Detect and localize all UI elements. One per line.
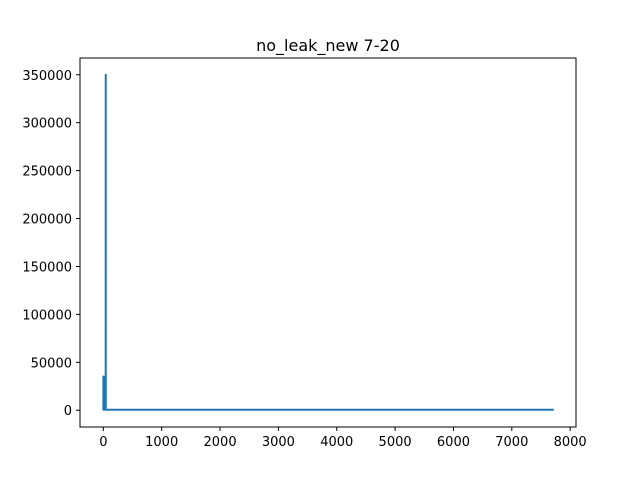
x-tick-label: 2000 [204, 435, 237, 450]
plot-area [102, 73, 554, 411]
plot-frame [79, 57, 577, 428]
y-tick-label: 300000 [22, 117, 72, 132]
x-tick-label: 0 [99, 435, 107, 450]
x-tick-label: 7000 [495, 435, 528, 450]
x-tick-label: 3000 [262, 435, 295, 450]
y-tick-label: 200000 [22, 213, 72, 228]
x-tick-label: 8000 [554, 435, 587, 450]
x-tick-label: 1000 [145, 435, 178, 450]
y-tick-label: 0 [64, 404, 72, 419]
x-axis: 0 1000 2000 3000 4000 5000 6000 7000 8000 [99, 427, 587, 450]
series-line-0 [102, 73, 554, 411]
x-tick-label: 5000 [379, 435, 412, 450]
x-tick-label: 6000 [437, 435, 470, 450]
chart-title: no_leak_new 7-20 [256, 36, 400, 56]
y-tick-label: 100000 [22, 308, 72, 323]
y-tick-label: 50000 [31, 356, 72, 371]
x-tick-label: 4000 [320, 435, 353, 450]
y-tick-label: 150000 [22, 260, 72, 275]
y-tick-label: 250000 [22, 165, 72, 180]
y-axis: 0 50000 100000 150000 200000 250000 300000 3500… [22, 69, 80, 419]
y-tick-label: 350000 [22, 69, 72, 84]
